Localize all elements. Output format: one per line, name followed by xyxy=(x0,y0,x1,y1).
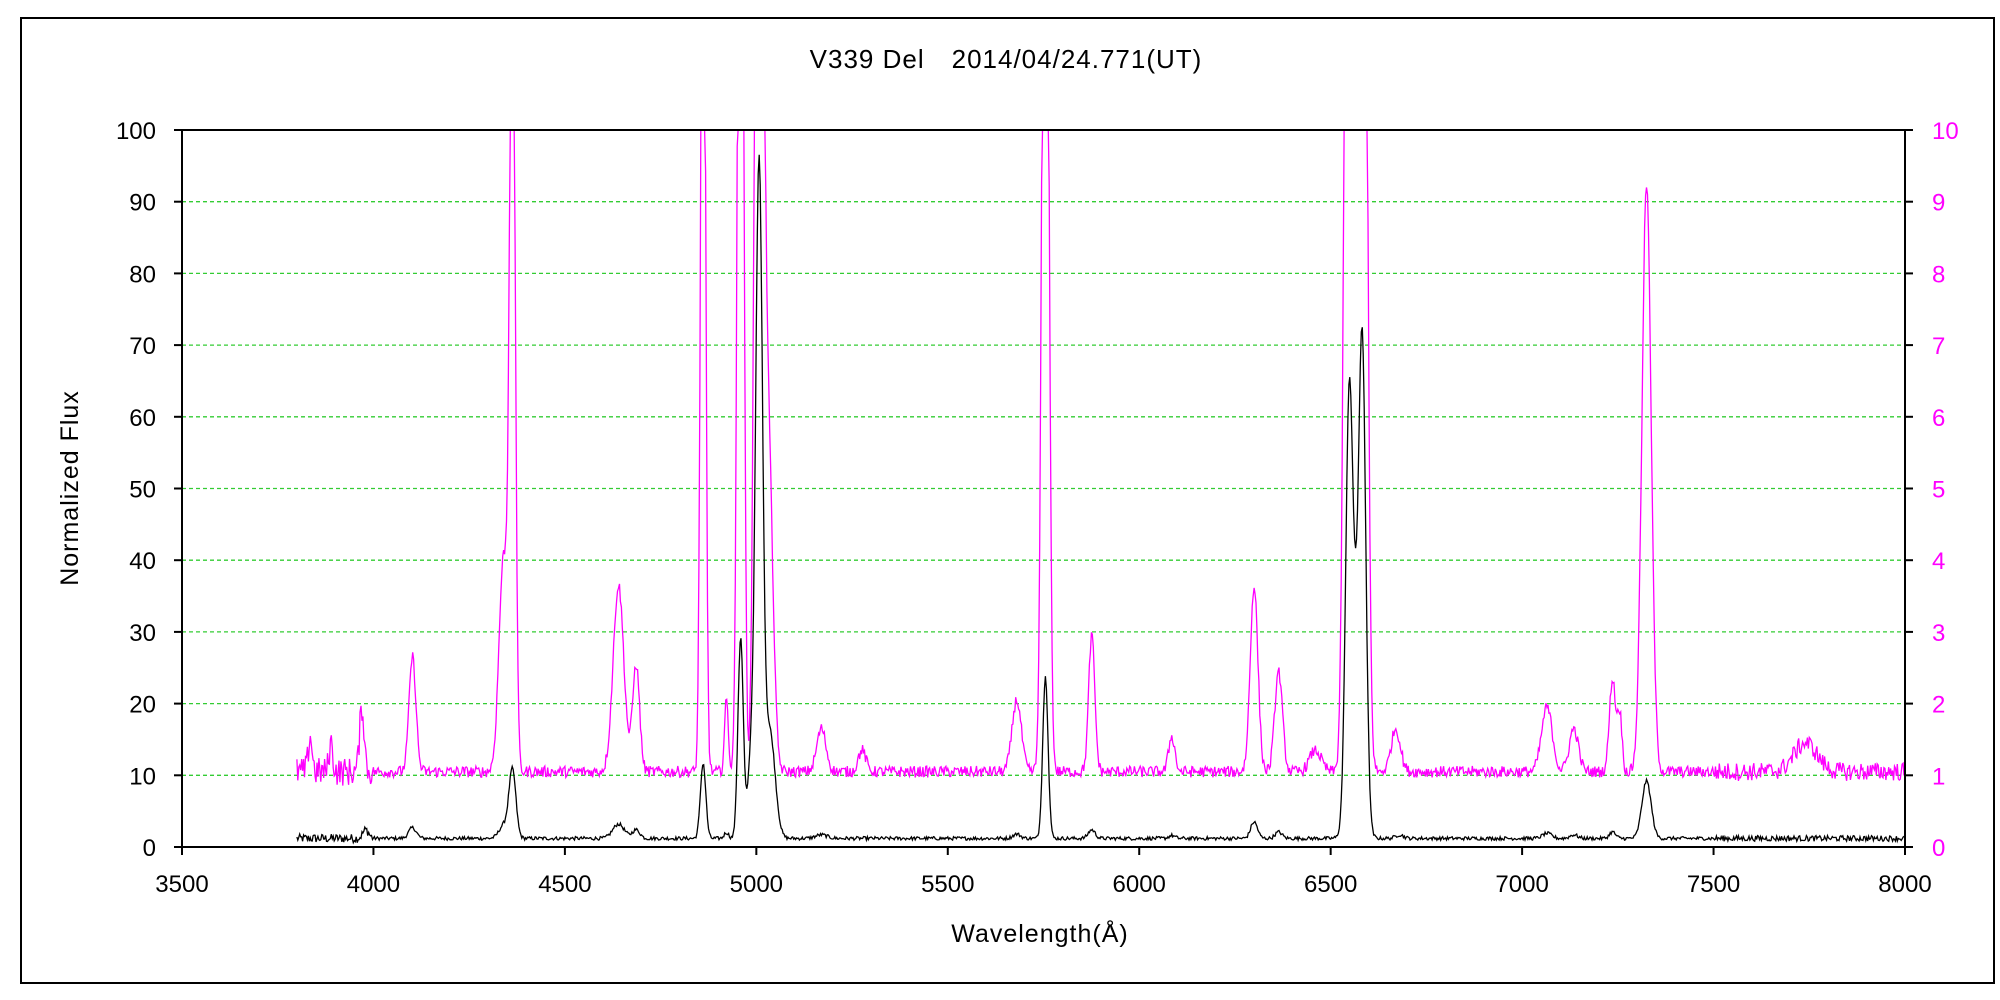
y2-tick-label: 3 xyxy=(1932,620,1945,647)
y-tick-label: 80 xyxy=(129,261,156,288)
x-tick-label: 6500 xyxy=(1304,871,1357,898)
chart-frame xyxy=(20,17,1995,984)
series-layer xyxy=(296,129,1906,845)
y-tick-label: 50 xyxy=(129,477,156,504)
y-tick-label: 10 xyxy=(129,763,156,790)
y2-tick-label: 1 xyxy=(1932,763,1945,790)
y-tick-label: 0 xyxy=(143,835,156,862)
y-tick-label: 20 xyxy=(129,692,156,719)
y-tick-label: 60 xyxy=(129,405,156,432)
y2-tick-label: 0 xyxy=(1932,835,1945,862)
x-tick-label: 6000 xyxy=(1113,871,1166,898)
x-tick-label: 8000 xyxy=(1878,871,1931,898)
y2-tick-label: 4 xyxy=(1932,548,1945,575)
y2-tick-label: 6 xyxy=(1932,405,1945,432)
series-line-black xyxy=(296,154,1906,845)
x-tick-label: 7000 xyxy=(1495,871,1548,898)
x-tick-label: 3500 xyxy=(155,871,208,898)
grid-layer xyxy=(182,201,1905,776)
y-tick-label: 90 xyxy=(129,190,156,217)
series-line-magenta xyxy=(296,129,1906,786)
y-axis-title: Normalized Flux xyxy=(56,390,84,586)
x-tick-label: 5500 xyxy=(921,871,974,898)
y2-tick-label: 8 xyxy=(1932,261,1945,288)
y-tick-label: 30 xyxy=(129,620,156,647)
x-tick-label: 4500 xyxy=(538,871,591,898)
y2-tick-label: 9 xyxy=(1932,190,1945,217)
chart-title: V339 Del 2014/04/24.771(UT) xyxy=(810,44,1203,74)
y2-tick-label: 7 xyxy=(1932,333,1945,360)
x-tick-label: 7500 xyxy=(1687,871,1740,898)
y-tick-label: 40 xyxy=(129,548,156,575)
y-tick-label: 100 xyxy=(116,118,156,145)
y2-tick-label: 2 xyxy=(1932,692,1945,719)
x-axis-title: Wavelength(Å) xyxy=(951,918,1128,948)
x-tick-label: 5000 xyxy=(730,871,783,898)
y-tick-label: 70 xyxy=(129,333,156,360)
y2-tick-label: 10 xyxy=(1932,118,1959,145)
y2-tick-label: 5 xyxy=(1932,477,1945,504)
tick-layer: 0 10 20 30 40 50 60 70 80 90 100 0 1 2 3 4 5 6 7 8 9 10 3500 40… xyxy=(116,118,1959,898)
x-tick-label: 4000 xyxy=(347,871,400,898)
